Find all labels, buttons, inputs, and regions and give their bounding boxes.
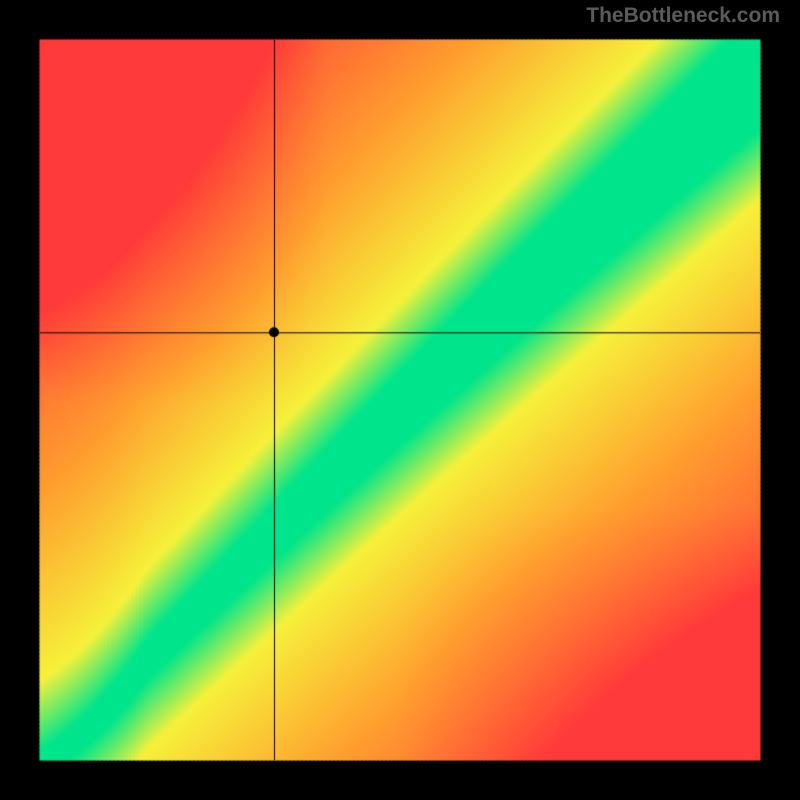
chart-container: TheBottleneck.com <box>0 0 800 800</box>
heatmap-canvas <box>0 0 800 800</box>
watermark-label: TheBottleneck.com <box>586 4 780 28</box>
